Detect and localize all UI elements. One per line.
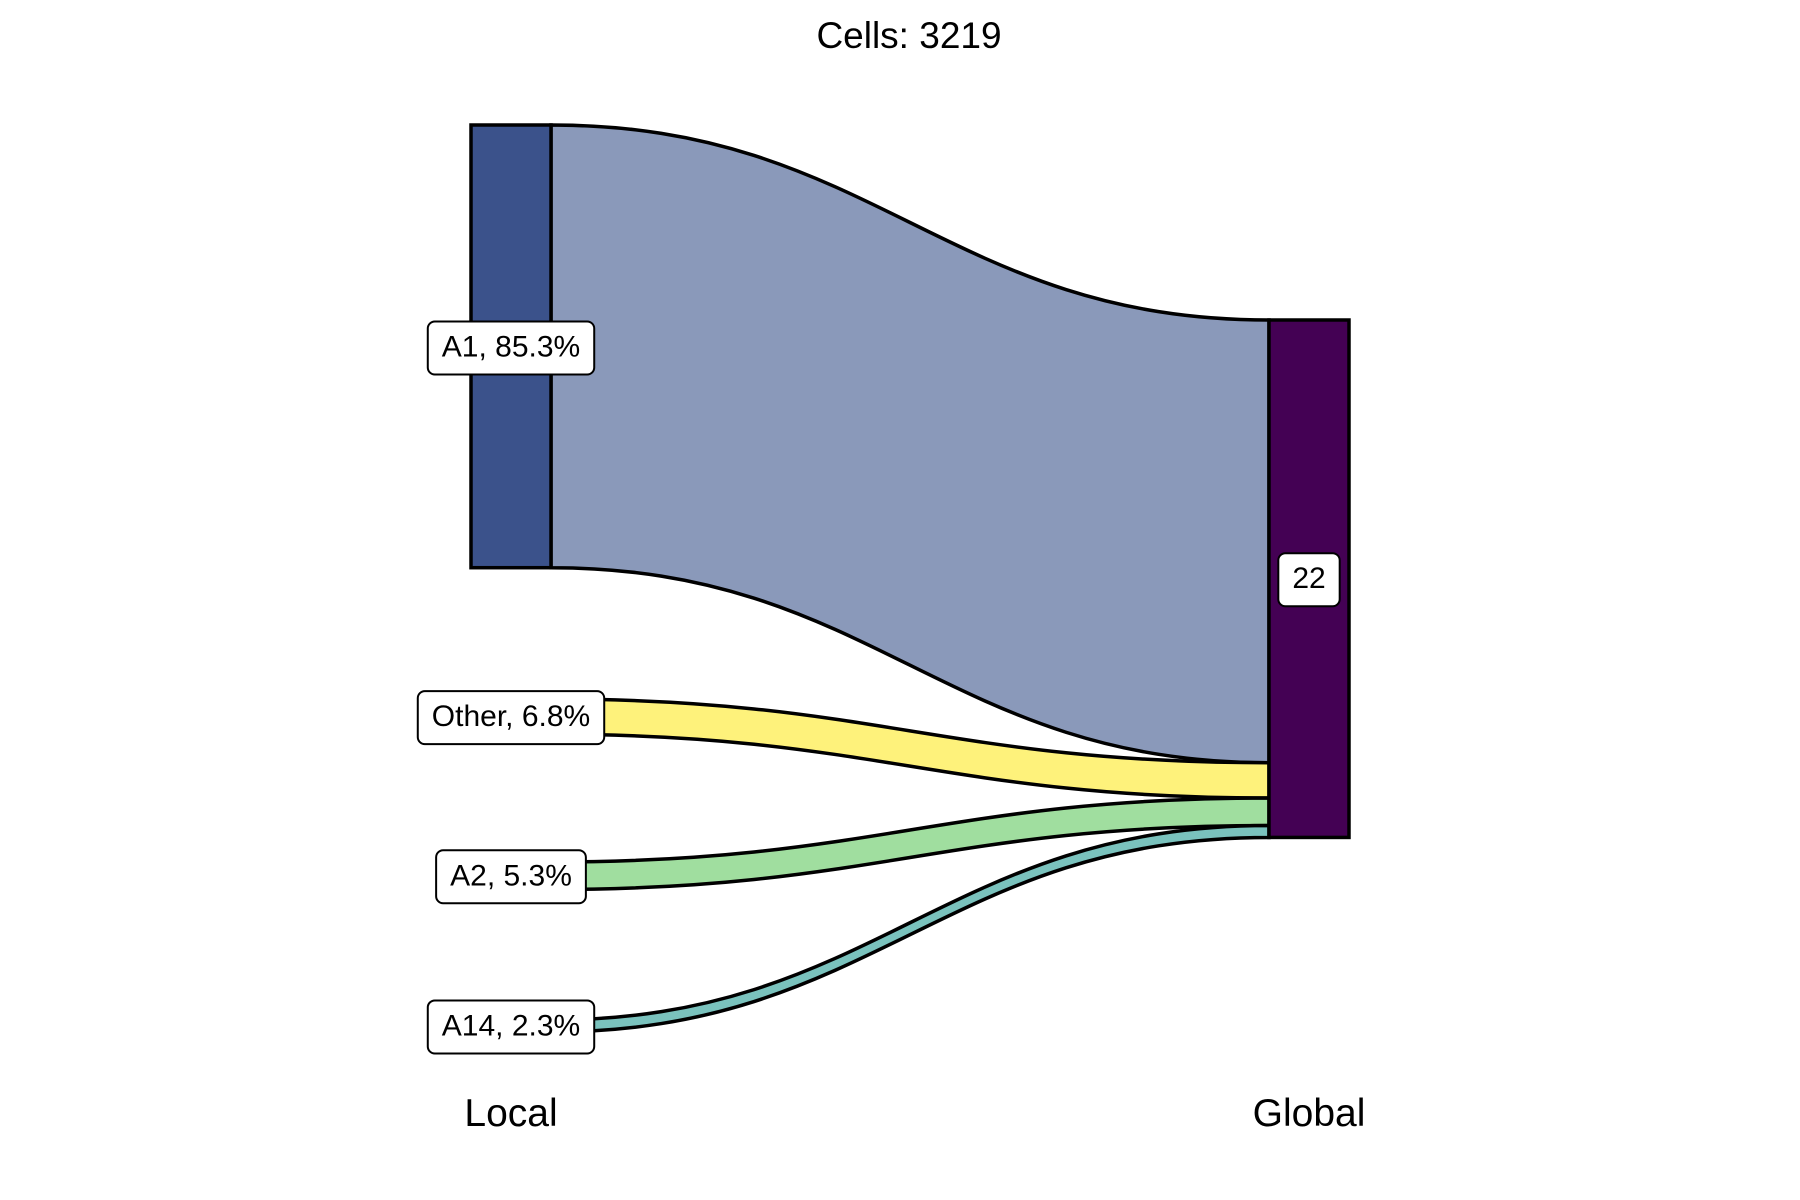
label-a1-box bbox=[426, 320, 596, 376]
labels-layer: A1, 85.3% Other, 6.8% A2, 5.3% A14, 2.3% 22 bbox=[416, 320, 1341, 1055]
label-target-22-text: 22 bbox=[1292, 562, 1325, 595]
axis-label-local: Local bbox=[464, 1092, 557, 1135]
flow-a1 bbox=[549, 123, 1271, 765]
label-a2-text: A2, 5.3% bbox=[450, 859, 572, 892]
flows-layer bbox=[549, 123, 1271, 1034]
label-a14-text: A14, 2.3% bbox=[442, 1009, 580, 1042]
label-target-22-box bbox=[1277, 552, 1341, 608]
label-a2-box bbox=[435, 849, 587, 905]
label-a1-text: A1, 85.3% bbox=[442, 331, 580, 364]
label-other-box bbox=[416, 690, 606, 746]
label-target-22: 22 bbox=[1277, 552, 1341, 608]
label-a14: A14, 2.3% bbox=[426, 999, 596, 1055]
label-other-text: Other, 6.8% bbox=[432, 700, 590, 733]
label-a1: A1, 85.3% bbox=[426, 320, 596, 376]
chart-title: Cells: 3219 bbox=[816, 15, 1001, 56]
axis-label-global: Global bbox=[1253, 1092, 1366, 1135]
label-other: Other, 6.8% bbox=[416, 690, 606, 746]
label-a2: A2, 5.3% bbox=[435, 849, 587, 905]
label-a14-box bbox=[426, 999, 596, 1055]
